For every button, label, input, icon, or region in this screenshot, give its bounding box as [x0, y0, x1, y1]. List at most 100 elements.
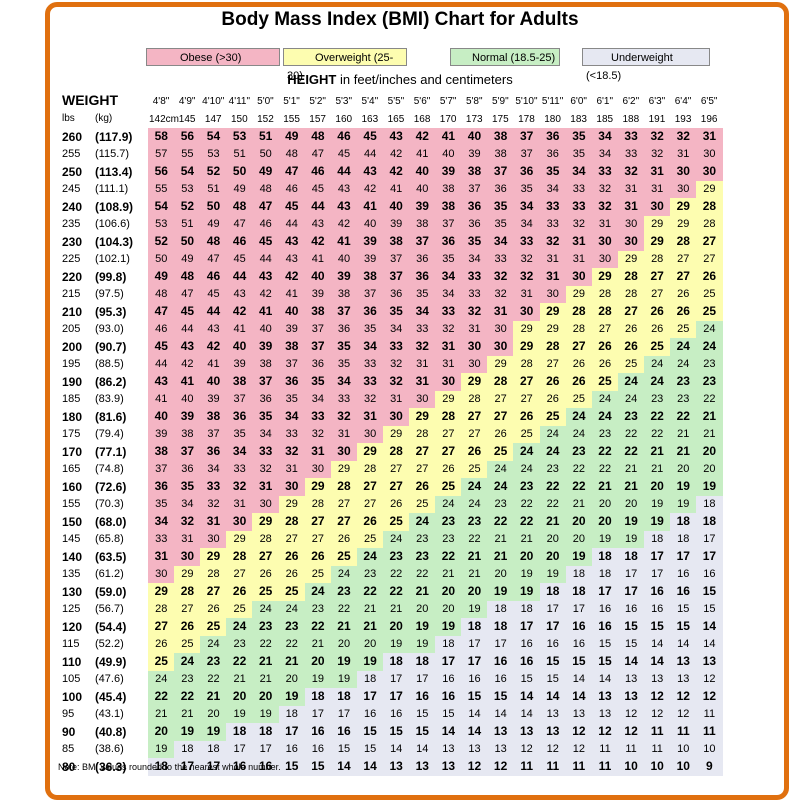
bmi-cell: 38 [435, 198, 462, 216]
bmi-cell: 16 [643, 583, 671, 601]
bmi-cell: 55 [148, 180, 175, 199]
bmi-cell: 27 [435, 425, 462, 444]
bmi-cell: 24 [670, 338, 697, 356]
bmi-cell: 40 [226, 338, 253, 356]
bmi-cell: 35 [382, 303, 410, 321]
bmi-cell: 19 [382, 635, 410, 654]
bmi-cell: 29 [591, 268, 619, 286]
bmi-cell: 12 [513, 740, 540, 759]
height-cm-label: 145 [178, 114, 196, 125]
bmi-cell: 15 [513, 670, 540, 689]
bmi-cell: 19 [617, 530, 645, 549]
bmi-cell: 32 [513, 250, 540, 269]
bmi-cell: 41 [356, 198, 384, 216]
weight-lbs-label: 180 [62, 410, 83, 424]
bmi-cell: 14 [565, 670, 593, 689]
bmi-cell: 33 [252, 443, 279, 461]
bmi-cell: 26 [643, 320, 671, 339]
bmi-cell: 31 [696, 128, 723, 146]
bmi-cell: 14 [565, 688, 593, 706]
bmi-cell: 28 [565, 320, 593, 339]
height-ft-label: 6'2" [622, 96, 640, 107]
bmi-cell: 27 [435, 443, 462, 461]
bmi-cell: 38 [409, 215, 436, 234]
bmi-cell: 17 [461, 653, 488, 671]
bmi-cell: 27 [696, 250, 723, 269]
bmi-cell: 26 [252, 565, 279, 584]
weight-lbs-label: 240 [62, 200, 83, 214]
height-cm-label: 170 [439, 114, 457, 125]
weight-kg-label: (65.8) [95, 532, 124, 545]
weight-lbs-label: 110 [62, 655, 82, 669]
weight-lbs-label: 100 [62, 690, 83, 704]
height-header-bold: HEIGHT [287, 72, 337, 87]
bmi-cell: 24 [539, 443, 567, 461]
bmi-cell: 24 [670, 355, 697, 374]
bmi-cell: 31 [617, 198, 645, 216]
weight-lbs-label: 170 [62, 445, 83, 459]
weight-lbs-label: 205 [62, 322, 81, 335]
bmi-cell: 43 [148, 373, 175, 391]
height-header: HEIGHT in feet/inches and centimeters [0, 72, 800, 87]
bmi-cell: 11 [513, 758, 540, 776]
bmi-cell: 16 [591, 600, 619, 619]
bmi-cell: 27 [487, 390, 514, 409]
bmi-cell: 45 [278, 198, 306, 216]
bmi-cell: 28 [670, 233, 697, 251]
bmi-cell: 26 [565, 373, 593, 391]
bmi-cell: 39 [200, 390, 227, 409]
bmi-cell: 16 [304, 723, 332, 741]
bmi-cell: 28 [200, 565, 227, 584]
bmi-cell: 15 [409, 705, 436, 724]
bmi-cell: 37 [513, 145, 540, 164]
height-ft-label: 5'11" [541, 96, 564, 107]
bmi-cell: 33 [356, 355, 384, 374]
bmi-cell: 17 [565, 600, 593, 619]
bmi-cell: 13 [409, 758, 436, 776]
bmi-cell: 35 [409, 285, 436, 304]
bmi-cell: 37 [513, 128, 540, 146]
bmi-cell: 22 [226, 653, 253, 671]
bmi-cell: 33 [539, 215, 567, 234]
bmi-cell: 53 [148, 215, 175, 234]
bmi-cell: 28 [252, 530, 279, 549]
bmi-cell: 28 [409, 425, 436, 444]
bmi-cell: 36 [278, 373, 306, 391]
bmi-cell: 39 [435, 163, 462, 181]
bmi-cell: 24 [513, 443, 540, 461]
bmi-cell: 32 [174, 513, 201, 531]
bmi-cell: 46 [200, 268, 227, 286]
bmi-cell: 34 [174, 495, 201, 514]
weight-lbs-label: 255 [62, 147, 81, 160]
bmi-cell: 22 [513, 495, 540, 514]
bmi-cell: 18 [617, 548, 645, 566]
bmi-cell: 23 [487, 495, 514, 514]
bmi-cell: 19 [409, 635, 436, 654]
bmi-cell: 23 [435, 530, 462, 549]
bmi-cell: 23 [252, 618, 279, 636]
bmi-cell: 26 [617, 320, 645, 339]
bmi-cell: 20 [670, 460, 697, 479]
bmi-cell: 15 [330, 740, 358, 759]
bmi-cell: 31 [617, 180, 645, 199]
bmi-cell: 17 [670, 548, 697, 566]
bmi-cell: 25 [330, 548, 358, 566]
bmi-cell: 27 [330, 513, 358, 531]
bmi-cell: 28 [513, 355, 540, 374]
bmi-cell: 17 [539, 618, 567, 636]
bmi-cell: 22 [148, 688, 175, 706]
bmi-cell: 28 [591, 303, 619, 321]
bmi-cell: 37 [435, 215, 462, 234]
bmi-cell: 18 [591, 565, 619, 584]
bmi-cell: 27 [356, 478, 384, 496]
bmi-cell: 48 [174, 268, 201, 286]
height-cm-label: 180 [544, 114, 561, 125]
height-cm-label: 193 [674, 114, 692, 125]
weight-kg-label: (108.9) [95, 200, 134, 214]
bmi-cell: 50 [226, 163, 253, 181]
bmi-cell: 31 [330, 425, 358, 444]
bmi-cell: 14 [461, 723, 488, 741]
bmi-cell: 12 [565, 723, 593, 741]
bmi-cell: 29 [696, 180, 723, 199]
bmi-cell: 26 [670, 303, 697, 321]
